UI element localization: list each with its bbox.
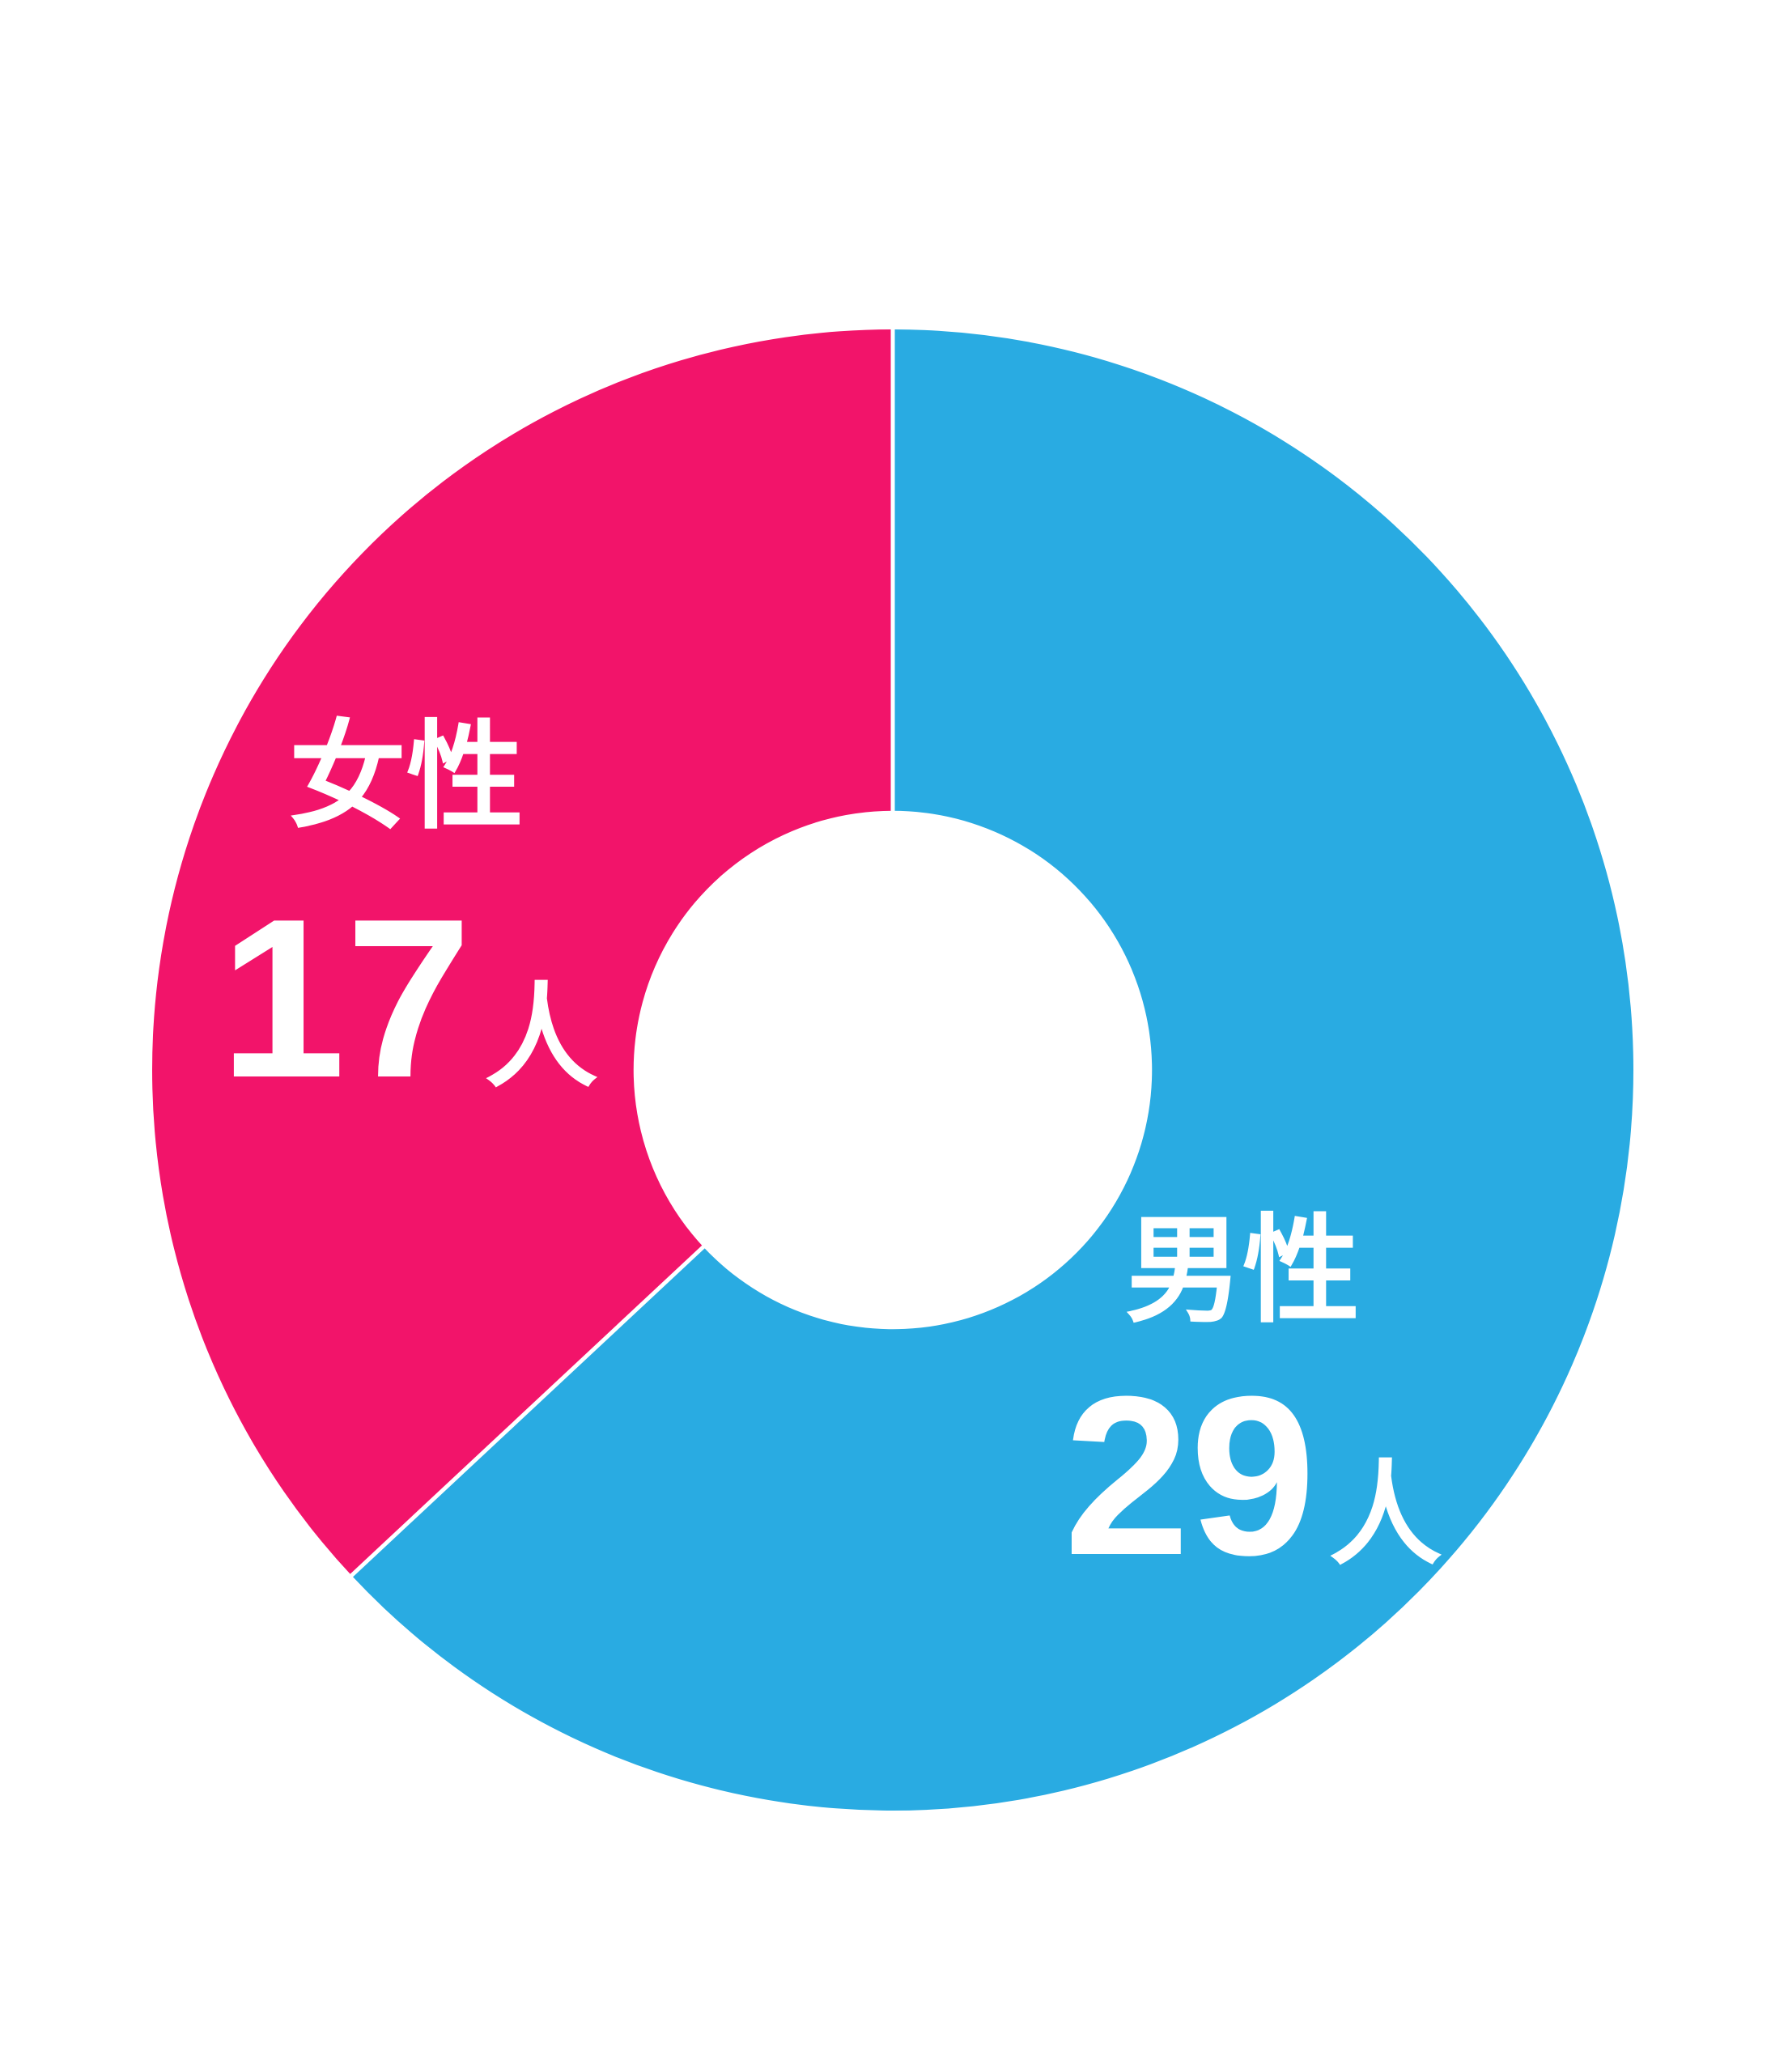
male-value-unit: 人	[1329, 1451, 1442, 1578]
female-value-unit: 人	[485, 974, 598, 1101]
male-value-number: 29	[1064, 1350, 1315, 1603]
female-slice	[152, 329, 894, 1576]
female-value-label: 17 人	[219, 873, 597, 1125]
slice-separator-line	[349, 1244, 707, 1578]
female-value-number: 17	[219, 873, 471, 1125]
slice-separators	[349, 328, 895, 1578]
donut-slices	[152, 329, 1633, 1811]
female-category-label: 女性	[289, 711, 524, 843]
male-slice	[351, 329, 1633, 1811]
slice-labels: 男性 29 人 女性 17 人	[219, 711, 1442, 1603]
male-value-label: 29 人	[1064, 1350, 1442, 1603]
male-category-label: 男性	[1125, 1205, 1360, 1336]
